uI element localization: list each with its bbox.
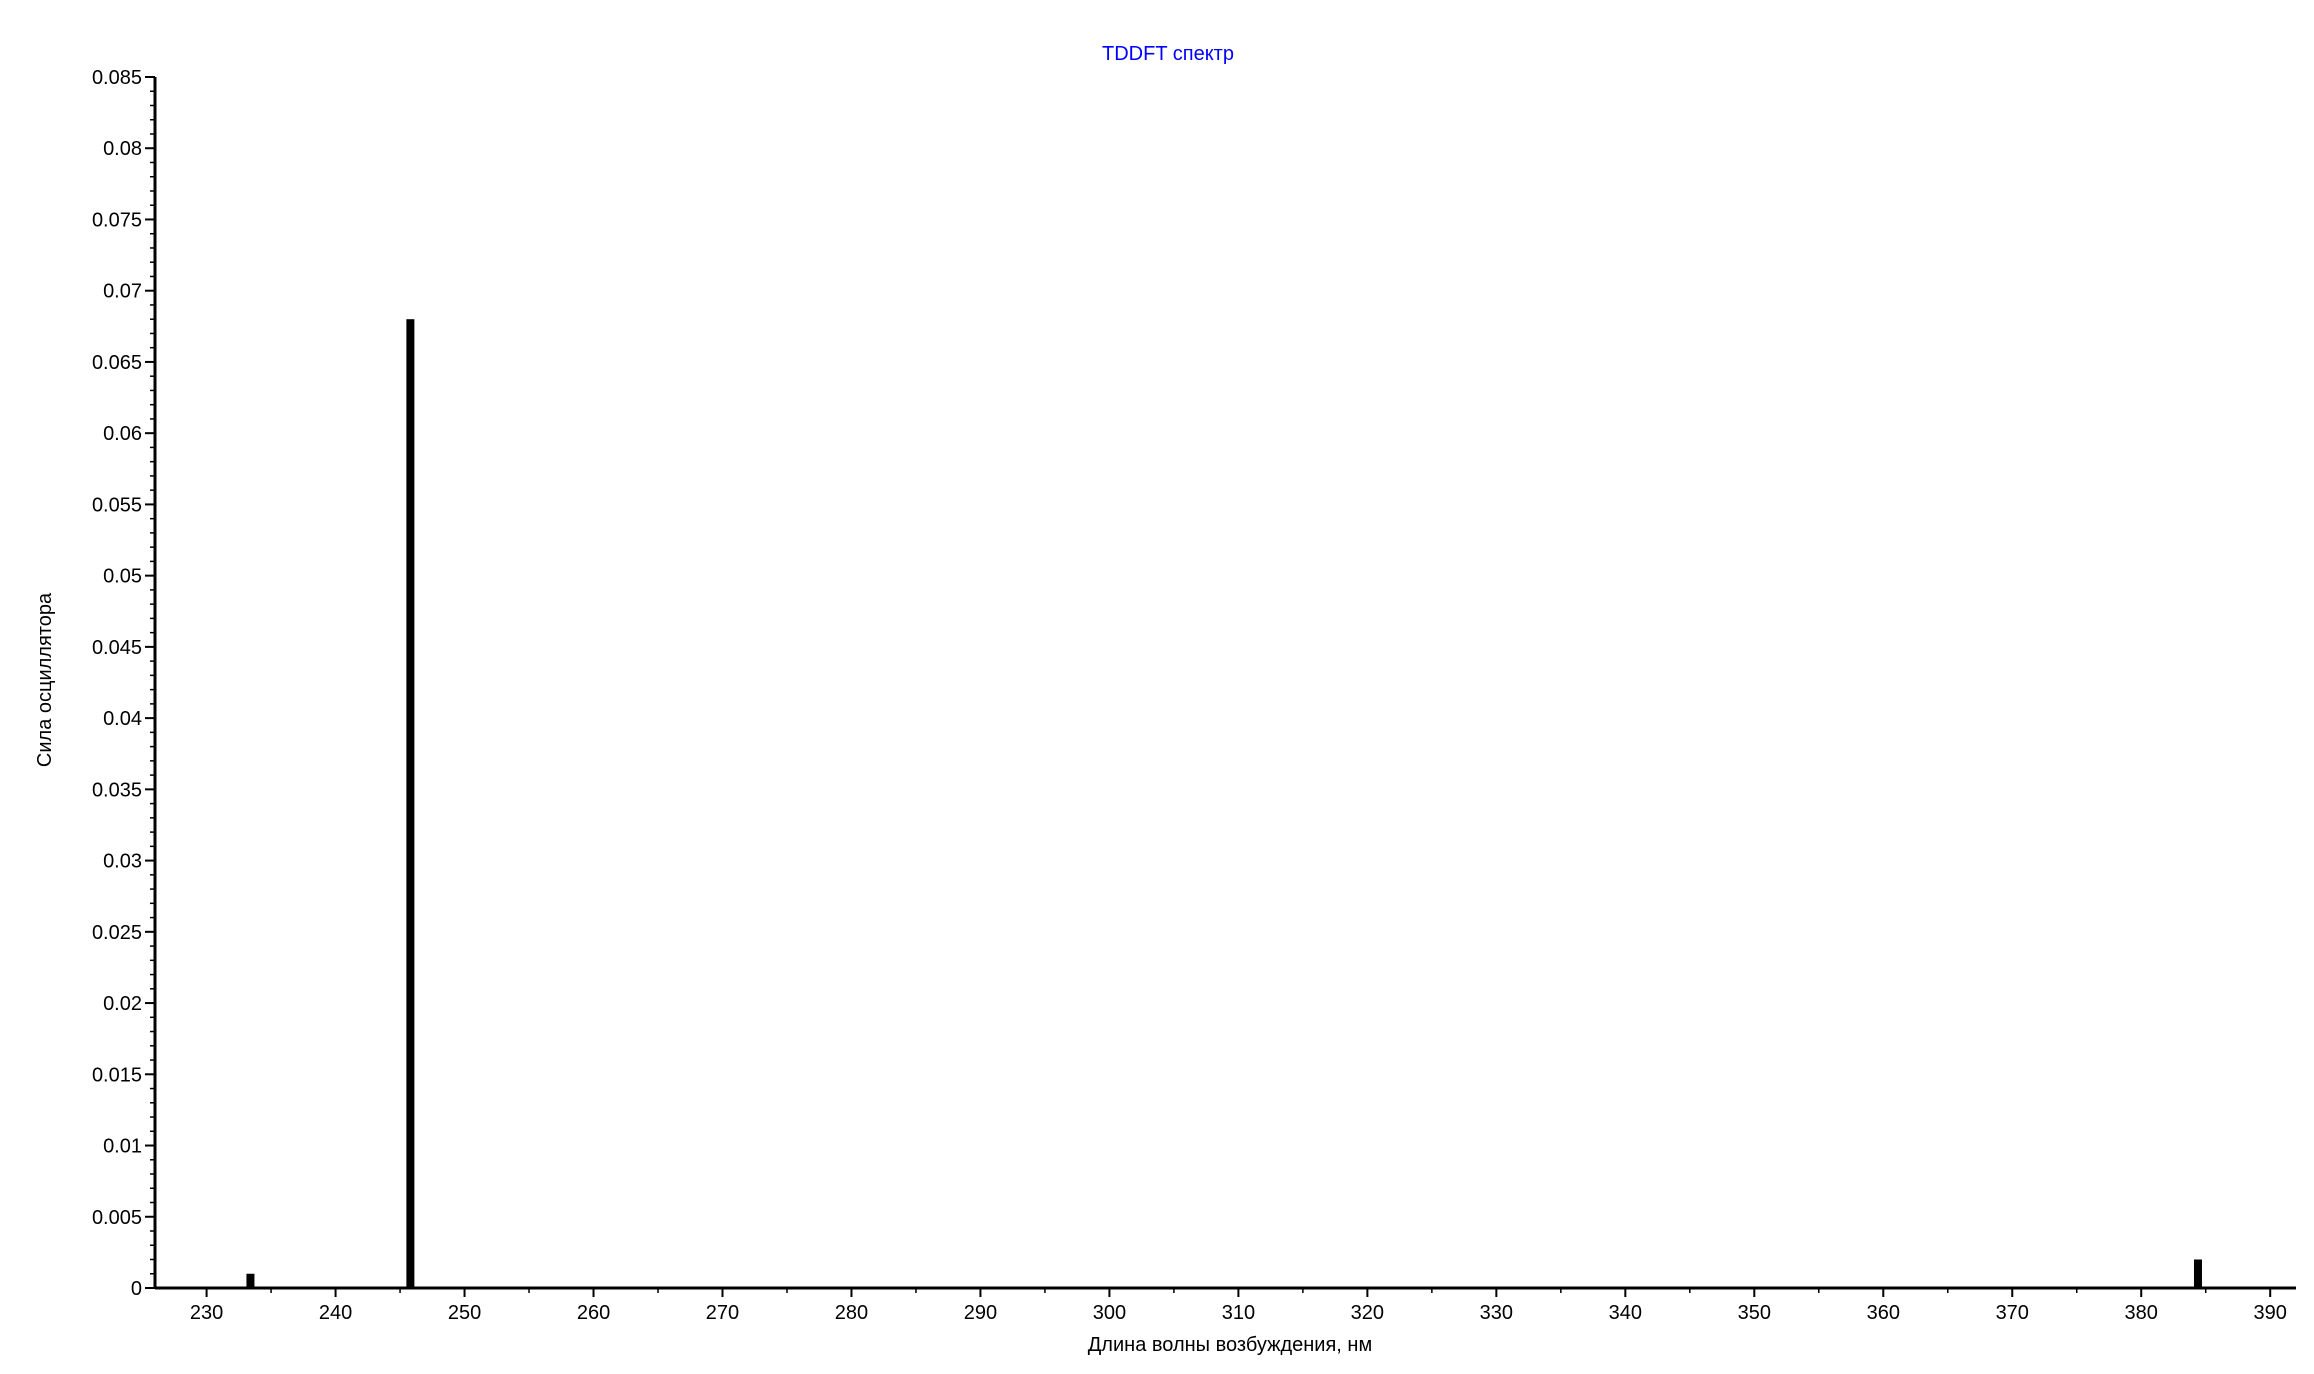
y-tick-label: 0.08 — [103, 138, 142, 160]
axis-ticks: 0 0.005 0.01 0.015 0.02 0.025 0.03 0.035 0.04 0.0… — [92, 67, 2287, 1324]
x-tick-label: 230 — [190, 1302, 223, 1324]
y-tick-label: 0.01 — [103, 1136, 142, 1158]
y-axis-label: Сила осциллятора — [34, 592, 56, 767]
x-tick-label: 390 — [2254, 1302, 2287, 1324]
y-tick-label: 0.085 — [92, 67, 142, 89]
x-tick-label: 380 — [2125, 1302, 2158, 1324]
y-tick-label: 0.06 — [103, 423, 142, 445]
spectrum-bar — [246, 1273, 255, 1288]
chart-title: TDDFT спектр — [1102, 43, 1234, 65]
y-tick-label: 0.02 — [103, 993, 142, 1015]
x-tick-label: 280 — [835, 1302, 868, 1324]
y-tick-label: 0.05 — [103, 566, 142, 588]
x-tick-label: 260 — [577, 1302, 610, 1324]
y-tick-label: 0.035 — [92, 779, 142, 801]
x-tick-label: 250 — [448, 1302, 481, 1324]
y-tick-label: 0 — [131, 1278, 142, 1300]
x-tick-label: 240 — [319, 1302, 352, 1324]
x-tick-label: 360 — [1867, 1302, 1900, 1324]
x-tick-label: 350 — [1738, 1302, 1771, 1324]
y-tick-label: 0.03 — [103, 851, 142, 873]
y-tick-label: 0.075 — [92, 209, 142, 231]
y-tick-label: 0.015 — [92, 1064, 142, 1086]
x-tick-label: 320 — [1351, 1302, 1384, 1324]
x-axis-label: Длина волны возбуждения, нм — [1088, 1334, 1372, 1356]
y-tick-label: 0.055 — [92, 494, 142, 516]
y-tick-label: 0.065 — [92, 352, 142, 374]
y-tick-label: 0.07 — [103, 281, 142, 303]
spectrum-bar — [406, 319, 415, 1288]
x-tick-label: 330 — [1480, 1302, 1513, 1324]
x-tick-label: 270 — [706, 1302, 739, 1324]
y-tick-label: 0.04 — [103, 708, 142, 730]
x-tick-label: 290 — [964, 1302, 997, 1324]
spectrum-bar — [2193, 1259, 2202, 1288]
bars — [246, 319, 2202, 1288]
x-tick-label: 310 — [1222, 1302, 1255, 1324]
x-tick-label: 300 — [1093, 1302, 1126, 1324]
x-tick-label: 340 — [1609, 1302, 1642, 1324]
y-tick-label: 0.045 — [92, 637, 142, 659]
y-tick-label: 0.005 — [92, 1207, 142, 1229]
x-tick-label: 370 — [1996, 1302, 2029, 1324]
y-tick-label: 0.025 — [92, 922, 142, 944]
